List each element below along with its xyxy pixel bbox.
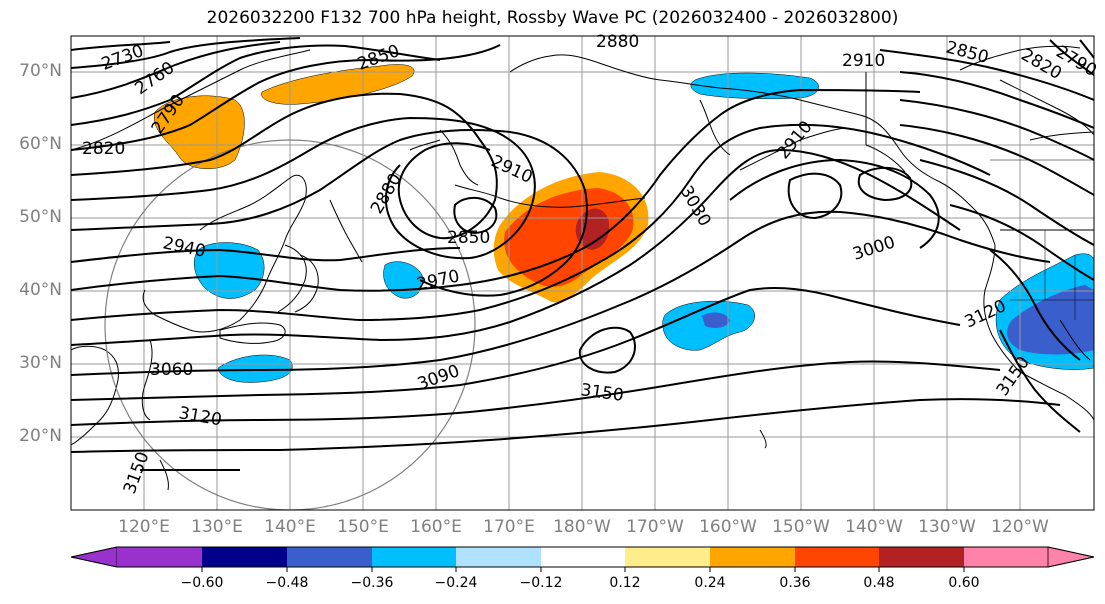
colorbar-tick-label: −0.24 [434, 575, 478, 591]
country-borders [990, 159, 1094, 320]
positive-anomaly-area [153, 95, 245, 169]
lon-label: 130°E [191, 517, 243, 537]
negative-anomaly-area [194, 242, 265, 299]
lat-label: 50°N [19, 207, 62, 227]
colorbar-bin [710, 547, 795, 567]
colorbar-extend-low [70, 546, 118, 568]
negative-anomaly-area [690, 72, 819, 100]
contour-label: 2850 [447, 228, 490, 248]
positive-anomaly-area [575, 208, 610, 250]
colorbar-tick-label: 0.36 [779, 575, 811, 591]
lat-label: 70°N [19, 61, 62, 81]
colorbar-tick-label: 0.60 [948, 575, 980, 591]
lon-label: 120°W [991, 517, 1049, 537]
colorbar-bin [202, 547, 287, 567]
colorbar-bin [625, 547, 710, 567]
colorbar-bin [117, 547, 202, 567]
colorbar-tick-label: −0.36 [350, 575, 394, 591]
height-contours [71, 37, 1094, 472]
negative-anomaly-area [217, 354, 293, 383]
lon-label: 140°E [264, 517, 316, 537]
colorbar-tick-label: −0.12 [519, 575, 563, 591]
colorbar-bin [372, 547, 456, 567]
lon-label: 150°W [772, 517, 830, 537]
lon-label: 130°W [918, 517, 976, 537]
lon-label: 160°E [410, 517, 462, 537]
map-frame [70, 35, 1095, 511]
negative-anomaly-area [702, 312, 730, 328]
lat-label: 60°N [19, 134, 62, 154]
anomaly-shading [153, 64, 1094, 383]
map-title: 2026032200 F132 700 hPa height, Rossby W… [206, 8, 899, 28]
lat-label: 20°N [19, 426, 62, 446]
lon-label: 140°W [845, 517, 903, 537]
lon-label: 120°E [118, 517, 170, 537]
colorbar-bin [287, 547, 372, 567]
lat-label: 30°N [19, 353, 62, 373]
lat-label: 40°N [19, 280, 62, 300]
lon-label: 180°W [553, 517, 611, 537]
colorbar-bin [879, 547, 964, 567]
contour-label: 3060 [150, 360, 193, 380]
colorbar-tick-label: 0.24 [694, 575, 726, 591]
colorbar-extend-high [1047, 546, 1095, 568]
range-circle [104, 139, 476, 510]
lon-label: 150°E [337, 517, 389, 537]
negative-anomaly-area [1007, 285, 1094, 355]
colorbar-tick-label: 0.12 [609, 575, 641, 591]
lon-label: 170°E [483, 517, 535, 537]
contour-label: 2820 [82, 139, 125, 159]
colorbar-bin [795, 547, 879, 567]
colorbar-tick-label: −0.60 [180, 575, 224, 591]
lon-label: 160°W [699, 517, 757, 537]
map-area [71, 36, 1094, 510]
colorbar-tick-label: 0.48 [863, 575, 895, 591]
contour-label: 2880 [596, 32, 639, 52]
lon-label: 170°W [626, 517, 684, 537]
colorbar [70, 546, 1095, 572]
colorbar-tick-label: −0.48 [265, 575, 309, 591]
colorbar-bin [456, 547, 541, 567]
colorbar-outline [70, 546, 1095, 568]
colorbar-bin [541, 547, 625, 567]
colorbar-bin [964, 547, 1048, 567]
contour-label: 2910 [842, 51, 885, 71]
